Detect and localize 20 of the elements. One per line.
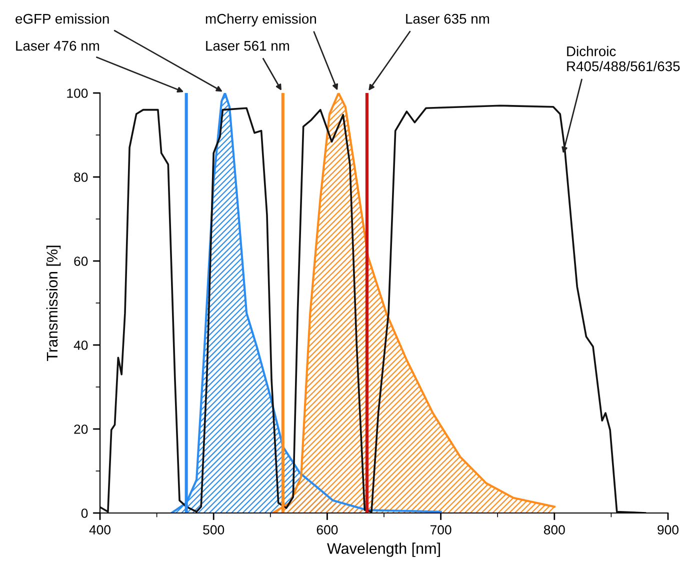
annotation: mCherry emission — [206, 14, 316, 26]
y-tick-label: 0 — [81, 508, 88, 518]
annotation: eGFP emission — [16, 14, 109, 24]
y-tick-label: 100 — [67, 88, 88, 98]
y-axis-title: Transmission [%] — [46, 246, 61, 361]
x-axis-title: Wavelength [nm] — [327, 542, 440, 557]
x-tick-label: 400 — [89, 525, 110, 534]
y-tick-label: 80 — [74, 172, 88, 182]
x-tick-label: 700 — [430, 525, 452, 534]
x-tick-label: 600 — [316, 525, 338, 534]
annotation: Laser 476 nm — [16, 40, 100, 51]
x-tick-label: 900 — [658, 525, 678, 534]
annotation: Laser 561 nm — [206, 40, 290, 51]
y-tick-label: 40 — [74, 340, 88, 350]
x-tick-label: 800 — [544, 525, 565, 534]
annotation: Dichroic R405/488/561/635 — [567, 46, 680, 72]
y-tick-label: 20 — [74, 424, 88, 434]
annotation: Laser 635 nm — [406, 14, 490, 24]
x-tick-label: 500 — [203, 525, 224, 534]
y-tick-label: 60 — [74, 256, 88, 266]
